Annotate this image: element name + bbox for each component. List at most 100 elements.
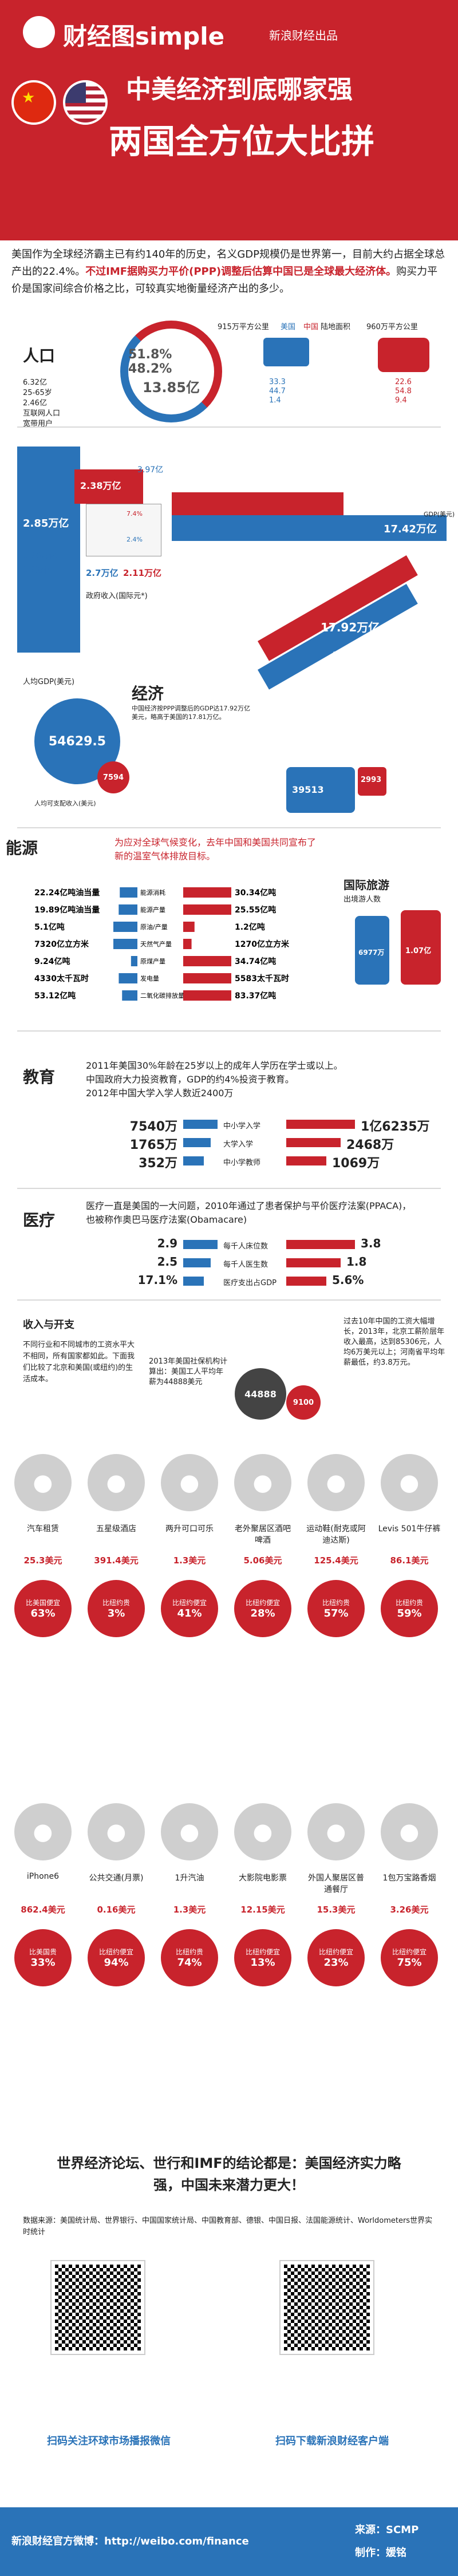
item-icon: ● — [307, 1803, 365, 1860]
energy-row-label: 原油/产量 — [140, 923, 168, 931]
item-price: 862.4美元 — [21, 1905, 65, 1915]
wallet-icon: 39513 — [286, 767, 355, 813]
qr-left-caption: 扫码关注环球市场播报微信 — [47, 2435, 171, 2447]
compare-bar-cn — [286, 1240, 355, 1249]
item-label: 两升可口可乐 — [165, 1524, 214, 1534]
qr-code-wechat[interactable] — [52, 2261, 144, 2354]
item-compare-pct: 33% — [30, 1957, 56, 1969]
travel-us: 6977万 — [358, 949, 385, 957]
gdp-val-c: 2.38万亿 — [80, 480, 121, 491]
energy-bar-cn — [183, 973, 231, 983]
item-icon: ● — [161, 1803, 218, 1860]
energy-bar-cn — [183, 887, 231, 898]
item-compare-badge: 比纽约便宜 41% — [161, 1580, 218, 1637]
divider-3 — [17, 1030, 441, 1032]
item-compare-badge: 比美国便宜 63% — [14, 1580, 72, 1637]
compare-left: 2.5 — [157, 1255, 177, 1269]
compare-left: 17.1% — [137, 1273, 177, 1287]
energy-row-label: 能源产量 — [140, 906, 165, 914]
item-icon: ● — [381, 1454, 438, 1511]
item-compare-badge: 比纽约贵 74% — [161, 1929, 218, 1986]
gdp-val-b: 2.85万亿 — [23, 517, 69, 530]
gdp-val-d: 10.36万亿 — [355, 497, 408, 509]
item-icon: ● — [234, 1803, 291, 1860]
edu-text-1: 2011年美国30%年龄在25岁以上的成年人学历在学士或以上。 — [86, 1060, 343, 1071]
per-capita-cn: 7594 — [97, 761, 129, 793]
compare-label: 每千人床位数 — [223, 1242, 269, 1251]
item-compare-pct: 41% — [177, 1607, 202, 1619]
population-donut: 51.8% 48.2% 13.85亿 — [120, 321, 222, 422]
pop-total: 13.85亿 — [143, 379, 200, 396]
qr-code-app[interactable] — [281, 2261, 373, 2354]
us-area: 915万平方公里 — [218, 323, 269, 331]
item-compare-badge: 比美国贵 33% — [14, 1929, 72, 1986]
energy-right-value: 34.74亿吨 — [235, 957, 276, 966]
gdp-val-e: 17.42万亿 — [384, 523, 437, 535]
energy-lead: 为应对全球气候变化，去年中国和美国共同宣布了新的温室气体排放目标。 — [114, 837, 317, 862]
compare-bar-us — [183, 1240, 218, 1249]
item-price: 391.4美元 — [94, 1555, 139, 1566]
energy-bar-cn — [183, 956, 231, 966]
item-label: 外国人聚居区普通餐厅 — [308, 1874, 364, 1894]
intro-tail: 购买力平价是国家间综合价格之比，可较真实地衡量经济产出的多少。 — [11, 266, 438, 295]
travel-title: 国际旅游 — [344, 878, 389, 892]
item-price: 3.26美元 — [390, 1905, 429, 1915]
energy-bar-us — [119, 904, 137, 915]
item-compare-badge: 比纽约贵 3% — [88, 1580, 145, 1637]
pop-left-labels: 6.32亿 25-65岁 2.46亿 互联网人口 宽带用户 — [23, 378, 114, 429]
item-compare-pct: 28% — [250, 1607, 275, 1619]
cn-age-1: 54.8 — [395, 387, 412, 396]
footer-source: 来源：SCMP — [355, 2524, 419, 2536]
item-compare-pct: 13% — [250, 1957, 275, 1969]
income-text: 不同行业和不同城市的工资水平大不相同，所有国家都如此。下面我们比较了北京和美国(… — [23, 1341, 135, 1384]
item-label: Levis 501牛仔裤 — [378, 1524, 441, 1534]
health-text: 医疗一直是美国的一大问题，2010年通过了患者保护与平价医疗法案(PPACA)，… — [86, 1200, 412, 1225]
item-compare-badge: 比纽约贵 59% — [381, 1580, 438, 1637]
energy-chart: 22.24亿吨油当量 能源消耗 30.34亿吨 19.89亿吨油当量 能源产量 25.55… — [34, 887, 290, 1001]
energy-left-value: 5.1亿吨 — [34, 922, 65, 932]
energy-right-value: 1.2亿吨 — [235, 922, 265, 932]
page-title-line1: 中美经济到底哪家强 — [126, 75, 353, 104]
compare-bar-us — [183, 1138, 211, 1147]
item-compare-pct: 57% — [323, 1607, 349, 1619]
cn-gdp-box — [74, 469, 143, 504]
wage-us-bag: 44888 — [235, 1368, 286, 1420]
item-compare-text: 比纽约便宜 — [392, 1948, 427, 1956]
gdp-val-j: 1.96万亿 — [23, 551, 57, 560]
us-age-2: 1.4 — [269, 396, 281, 405]
compare-right: 2468万 — [346, 1138, 394, 1152]
gdp-band-us — [172, 515, 447, 541]
intro-text: 美国作为全球经济霸主已有约140年的历史，名义GDP规模仍是世界第一，目前大约占… — [11, 246, 447, 298]
growth-chart: 7.4% 2.4% — [86, 504, 161, 556]
energy-bar-cn — [183, 904, 231, 915]
compare-bar-cn — [286, 1120, 355, 1129]
compare-bar-cn — [286, 1277, 326, 1286]
compare-right: 5.6% — [332, 1273, 364, 1287]
small-wallet-icon: 2993 — [358, 767, 386, 796]
energy-bar-cn — [183, 990, 231, 1001]
energy-row-label: 能源消耗 — [140, 888, 165, 896]
item-compare-badge: 比纽约便宜 13% — [234, 1929, 291, 1986]
item-compare-text: 比纽约便宜 — [245, 1599, 280, 1607]
divider-5 — [17, 1299, 441, 1301]
item-label: 汽车租赁 — [27, 1524, 59, 1534]
pop-label-internet: 互联网人口 — [23, 409, 61, 418]
item-label: 老外聚居区酒吧啤酒 — [235, 1524, 291, 1545]
compare-bar-cn — [286, 1156, 326, 1165]
item-compare-badge: 比纽约便宜 75% — [381, 1929, 438, 1986]
pop-val-1: 25-65岁 — [23, 389, 52, 397]
per-capita-title: 人均GDP(美元) — [23, 678, 75, 686]
education-text: 2011年美国30%年龄在25岁以上的成年人学历在学士或以上。 中国政府大力投资… — [86, 1059, 406, 1100]
gov-revenue-label: 政府收入(国际元*) — [86, 592, 148, 600]
divider-4 — [17, 1188, 441, 1189]
compare-label: 大学入学 — [223, 1140, 254, 1149]
growth-us: 2.4% — [127, 536, 143, 543]
item-price: 125.4美元 — [314, 1555, 358, 1566]
footer-weibo[interactable]: 新浪财经官方微博：http://weibo.com/finance — [11, 2535, 249, 2547]
compare-right: 1亿6235万 — [361, 1120, 430, 1134]
energy-left-value: 53.12亿吨 — [34, 991, 76, 1001]
qr-right-caption: 扫码下载新浪财经客户端 — [275, 2435, 389, 2447]
item-icon: ● — [14, 1454, 72, 1511]
china-map-icon — [378, 338, 429, 372]
items-row-1: ● 汽车租赁 25.3美元 比美国便宜 63% ● 五星级酒店 391.4美元 比纽约贵 3% ● 两… — [0, 1454, 458, 1786]
